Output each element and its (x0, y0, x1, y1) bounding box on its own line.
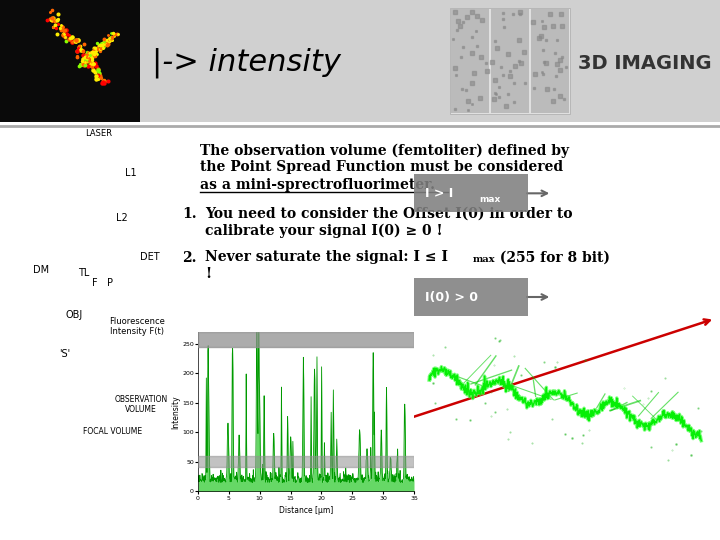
Text: OBJ: OBJ (66, 310, 83, 321)
Bar (0, 0, 720, 122)
Text: I(0) > 0: I(0) > 0 (425, 291, 478, 303)
Text: (255 for 8 bit): (255 for 8 bit) (495, 251, 610, 265)
Text: 3D IMAGING: 3D IMAGING (578, 53, 711, 73)
Text: |-> intensity: |-> intensity (153, 48, 341, 78)
Text: L2: L2 (116, 213, 127, 224)
Bar (0, 0, 140, 122)
Bar (451, 9, 489, 112)
Text: You need to consider the Offset I(0) in order to: You need to consider the Offset I(0) in … (205, 206, 572, 220)
Bar (140, 0, 720, 122)
Text: L1: L1 (125, 168, 137, 178)
Bar (198, 456, 414, 467)
Text: calibrate your signal I(0) ≥ 0 !: calibrate your signal I(0) ≥ 0 ! (205, 224, 443, 238)
Text: DET: DET (140, 252, 160, 262)
Text: 2.: 2. (182, 251, 197, 265)
Text: TL: TL (78, 268, 89, 279)
Bar (531, 9, 569, 112)
Text: as a mini-sprectrofluorimeter.: as a mini-sprectrofluorimeter. (200, 178, 435, 192)
Text: Fluorescence
Intensity F(t): Fluorescence Intensity F(t) (109, 317, 165, 336)
Text: max: max (473, 255, 495, 265)
Text: the Point Spread Function must be considered: the Point Spread Function must be consid… (200, 160, 563, 174)
Text: F: F (92, 278, 98, 288)
Y-axis label: Intensity: Intensity (171, 395, 181, 429)
Text: !: ! (205, 267, 211, 281)
Bar (450, 8, 570, 113)
Text: The observation volume (femtoliter) defined by: The observation volume (femtoliter) defi… (200, 144, 569, 158)
Text: Never saturate the signal: I ≤ I: Never saturate the signal: I ≤ I (205, 251, 448, 265)
Text: max: max (480, 195, 501, 204)
Text: LASER: LASER (85, 129, 112, 138)
Text: 'S': 'S' (59, 349, 70, 360)
Text: I > I: I > I (425, 187, 453, 200)
Text: P: P (107, 278, 113, 288)
Bar (198, 332, 414, 347)
X-axis label: Distance [μm]: Distance [μm] (279, 506, 333, 515)
Text: 1.: 1. (182, 206, 197, 220)
Text: FOCAL VOLUME: FOCAL VOLUME (83, 427, 142, 436)
Text: OBSERVATION
VOLUME: OBSERVATION VOLUME (114, 395, 167, 414)
Bar (491, 9, 529, 112)
Text: DM: DM (34, 265, 50, 275)
